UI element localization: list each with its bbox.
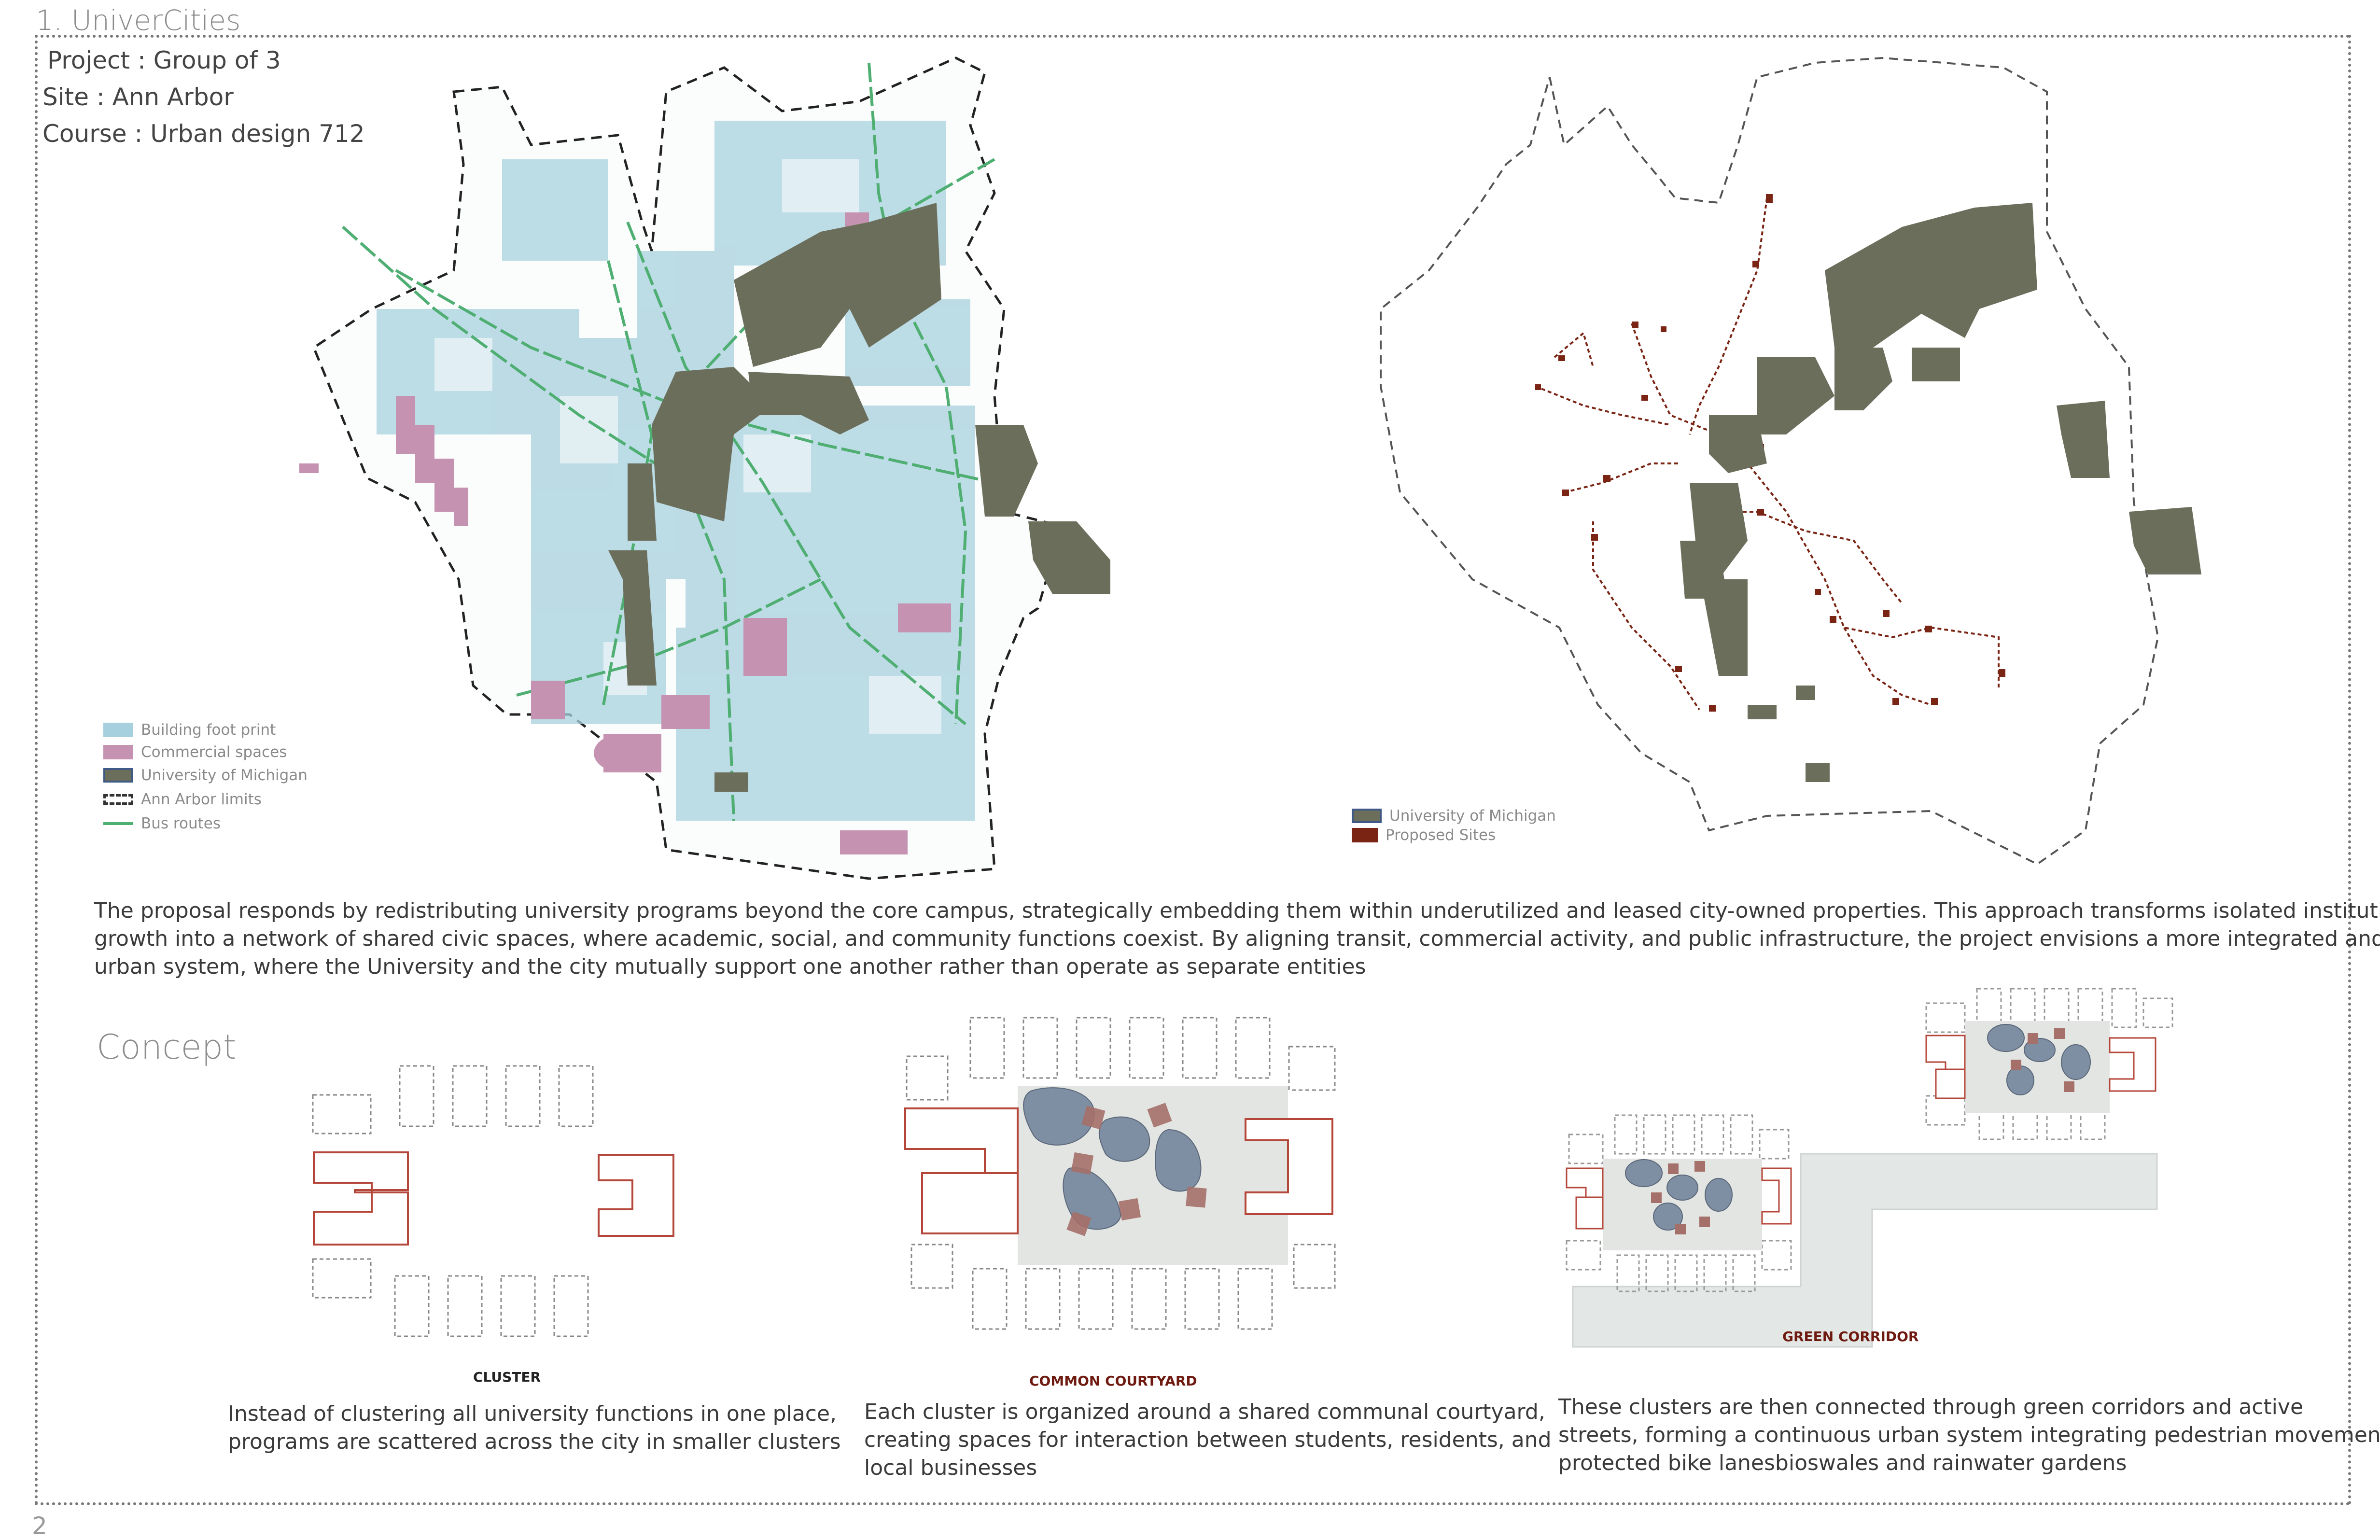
building-swatch (103, 723, 133, 737)
legend-label: University of Michigan (141, 767, 308, 784)
page-number: 2 (32, 1512, 47, 1540)
legend-item-proposed: Proposed Sites (1352, 826, 1496, 844)
green-corridor (1572, 1153, 2158, 1348)
page-frame (35, 35, 2351, 1505)
project-label: Project : Group of 3 (47, 46, 281, 74)
right-map-limits (1380, 56, 2159, 866)
bus-swatch (103, 822, 133, 825)
course-label: Course : Urban design 712 (42, 120, 365, 148)
building-footprints (377, 121, 975, 821)
courtyard-caption-title: COMMON COURTYARD (1029, 1373, 1197, 1389)
university-areas (608, 203, 1110, 792)
corridor-nodes (1651, 1028, 2074, 1234)
legend-label: Commercial spaces (141, 743, 287, 761)
legend-item-university-right: University of Michigan (1352, 807, 1556, 825)
legend-label: Proposed Sites (1386, 826, 1496, 844)
legend-label: Bus routes (141, 815, 221, 832)
paragraph-line: growth into a network of shared civic sp… (94, 926, 2380, 951)
caption-line: streets, forming a continuous urban syst… (1558, 1423, 2380, 1447)
caption-line: These clusters are then connected throug… (1558, 1395, 2304, 1419)
cluster-caption: Instead of clustering all university fun… (228, 1400, 841, 1456)
legend-label: Building foot print (141, 721, 276, 739)
legend-item-university: University of Michigan (103, 767, 308, 784)
legend-item-building: Building foot print (103, 721, 276, 739)
corridor-context-blocks (1566, 988, 2173, 1292)
proposed-swatch (1352, 828, 1378, 842)
university-areas-right (1680, 203, 2201, 782)
legend-item-commercial: Commercial spaces (103, 743, 287, 761)
university-swatch (103, 768, 133, 783)
paragraph-line: urban system, where the University and t… (94, 954, 1366, 979)
courtyard-caption: Each cluster is organized around a share… (864, 1398, 1552, 1482)
university-swatch (1352, 809, 1382, 823)
description-paragraph: The proposal responds by redistributing … (94, 897, 2380, 981)
page-heading: 1. UniverCities (36, 4, 241, 37)
courtyard-nodes (1066, 1103, 1207, 1236)
building-footprints-light (434, 159, 941, 734)
caption-line: protected bike lanesbioswales and rainwa… (1558, 1451, 2127, 1475)
corridor-caption: These clusters are then connected throug… (1558, 1393, 2380, 1477)
proposed-routes (1535, 197, 2000, 711)
legend-label: Ann Arbor limits (141, 791, 262, 808)
caption-line: Instead of clustering all university fun… (228, 1401, 837, 1426)
corridor-caption-title: GREEN CORRIDOR (1782, 1329, 1919, 1344)
site-label: Site : Ann Arbor (42, 83, 234, 111)
corridor-blobs (1625, 1024, 2091, 1231)
cluster-caption-title: CLUSTER (473, 1369, 541, 1385)
cluster-context-blocks (312, 1065, 594, 1337)
corridor-buildings (1566, 1035, 2156, 1230)
paragraph-line: The proposal responds by redistributing … (94, 898, 2380, 923)
commercial-mall (594, 734, 652, 772)
concept-title: Concept (97, 1027, 237, 1067)
cluster-buildings (313, 1151, 674, 1246)
legend-label: University of Michigan (1389, 807, 1556, 825)
caption-line: local businesses (864, 1456, 1037, 1480)
legend-item-limits: Ann Arbor limits (103, 791, 262, 808)
legend-item-bus: Bus routes (103, 815, 221, 832)
limits-swatch (103, 794, 133, 805)
caption-line: Each cluster is organized around a share… (864, 1400, 1545, 1424)
caption-line: creating spaces for interaction between … (864, 1428, 1552, 1452)
courtyard-buildings (904, 1107, 1333, 1234)
commercial-swatch (103, 745, 133, 759)
courtyard-context-blocks (906, 1017, 1336, 1330)
caption-line: programs are scattered across the city i… (228, 1429, 841, 1454)
